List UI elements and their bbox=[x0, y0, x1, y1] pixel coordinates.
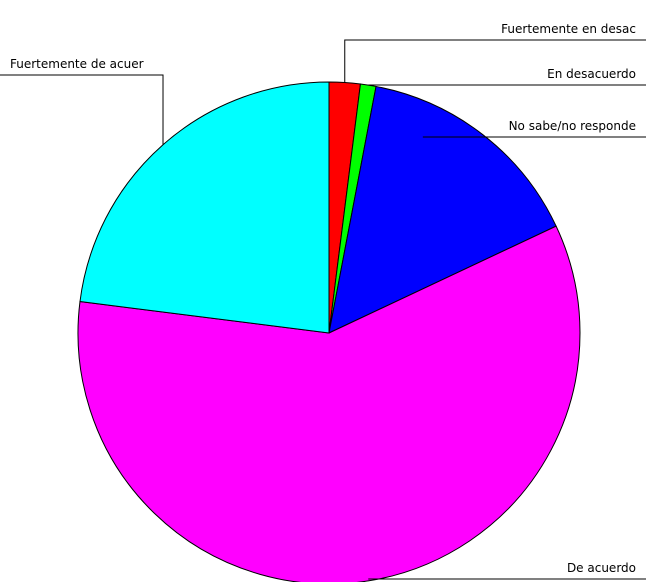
slice-label: De acuerdo bbox=[567, 561, 636, 575]
pie-slice bbox=[77, 225, 581, 582]
pie-slice bbox=[79, 81, 330, 334]
slice-label: En desacuerdo bbox=[547, 67, 636, 81]
pie-slice bbox=[328, 85, 557, 334]
slice-label: Fuertemente en desac bbox=[501, 22, 636, 36]
leader-line bbox=[344, 39, 646, 83]
slice-label: Fuertemente de acuer bbox=[10, 57, 144, 71]
leader-line bbox=[0, 74, 164, 145]
slice-label: No sabe/no responde bbox=[509, 119, 636, 133]
